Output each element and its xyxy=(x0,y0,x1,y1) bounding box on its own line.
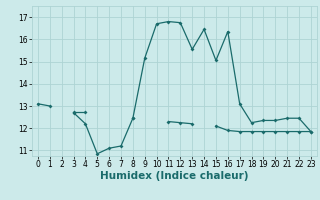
X-axis label: Humidex (Indice chaleur): Humidex (Indice chaleur) xyxy=(100,171,249,181)
